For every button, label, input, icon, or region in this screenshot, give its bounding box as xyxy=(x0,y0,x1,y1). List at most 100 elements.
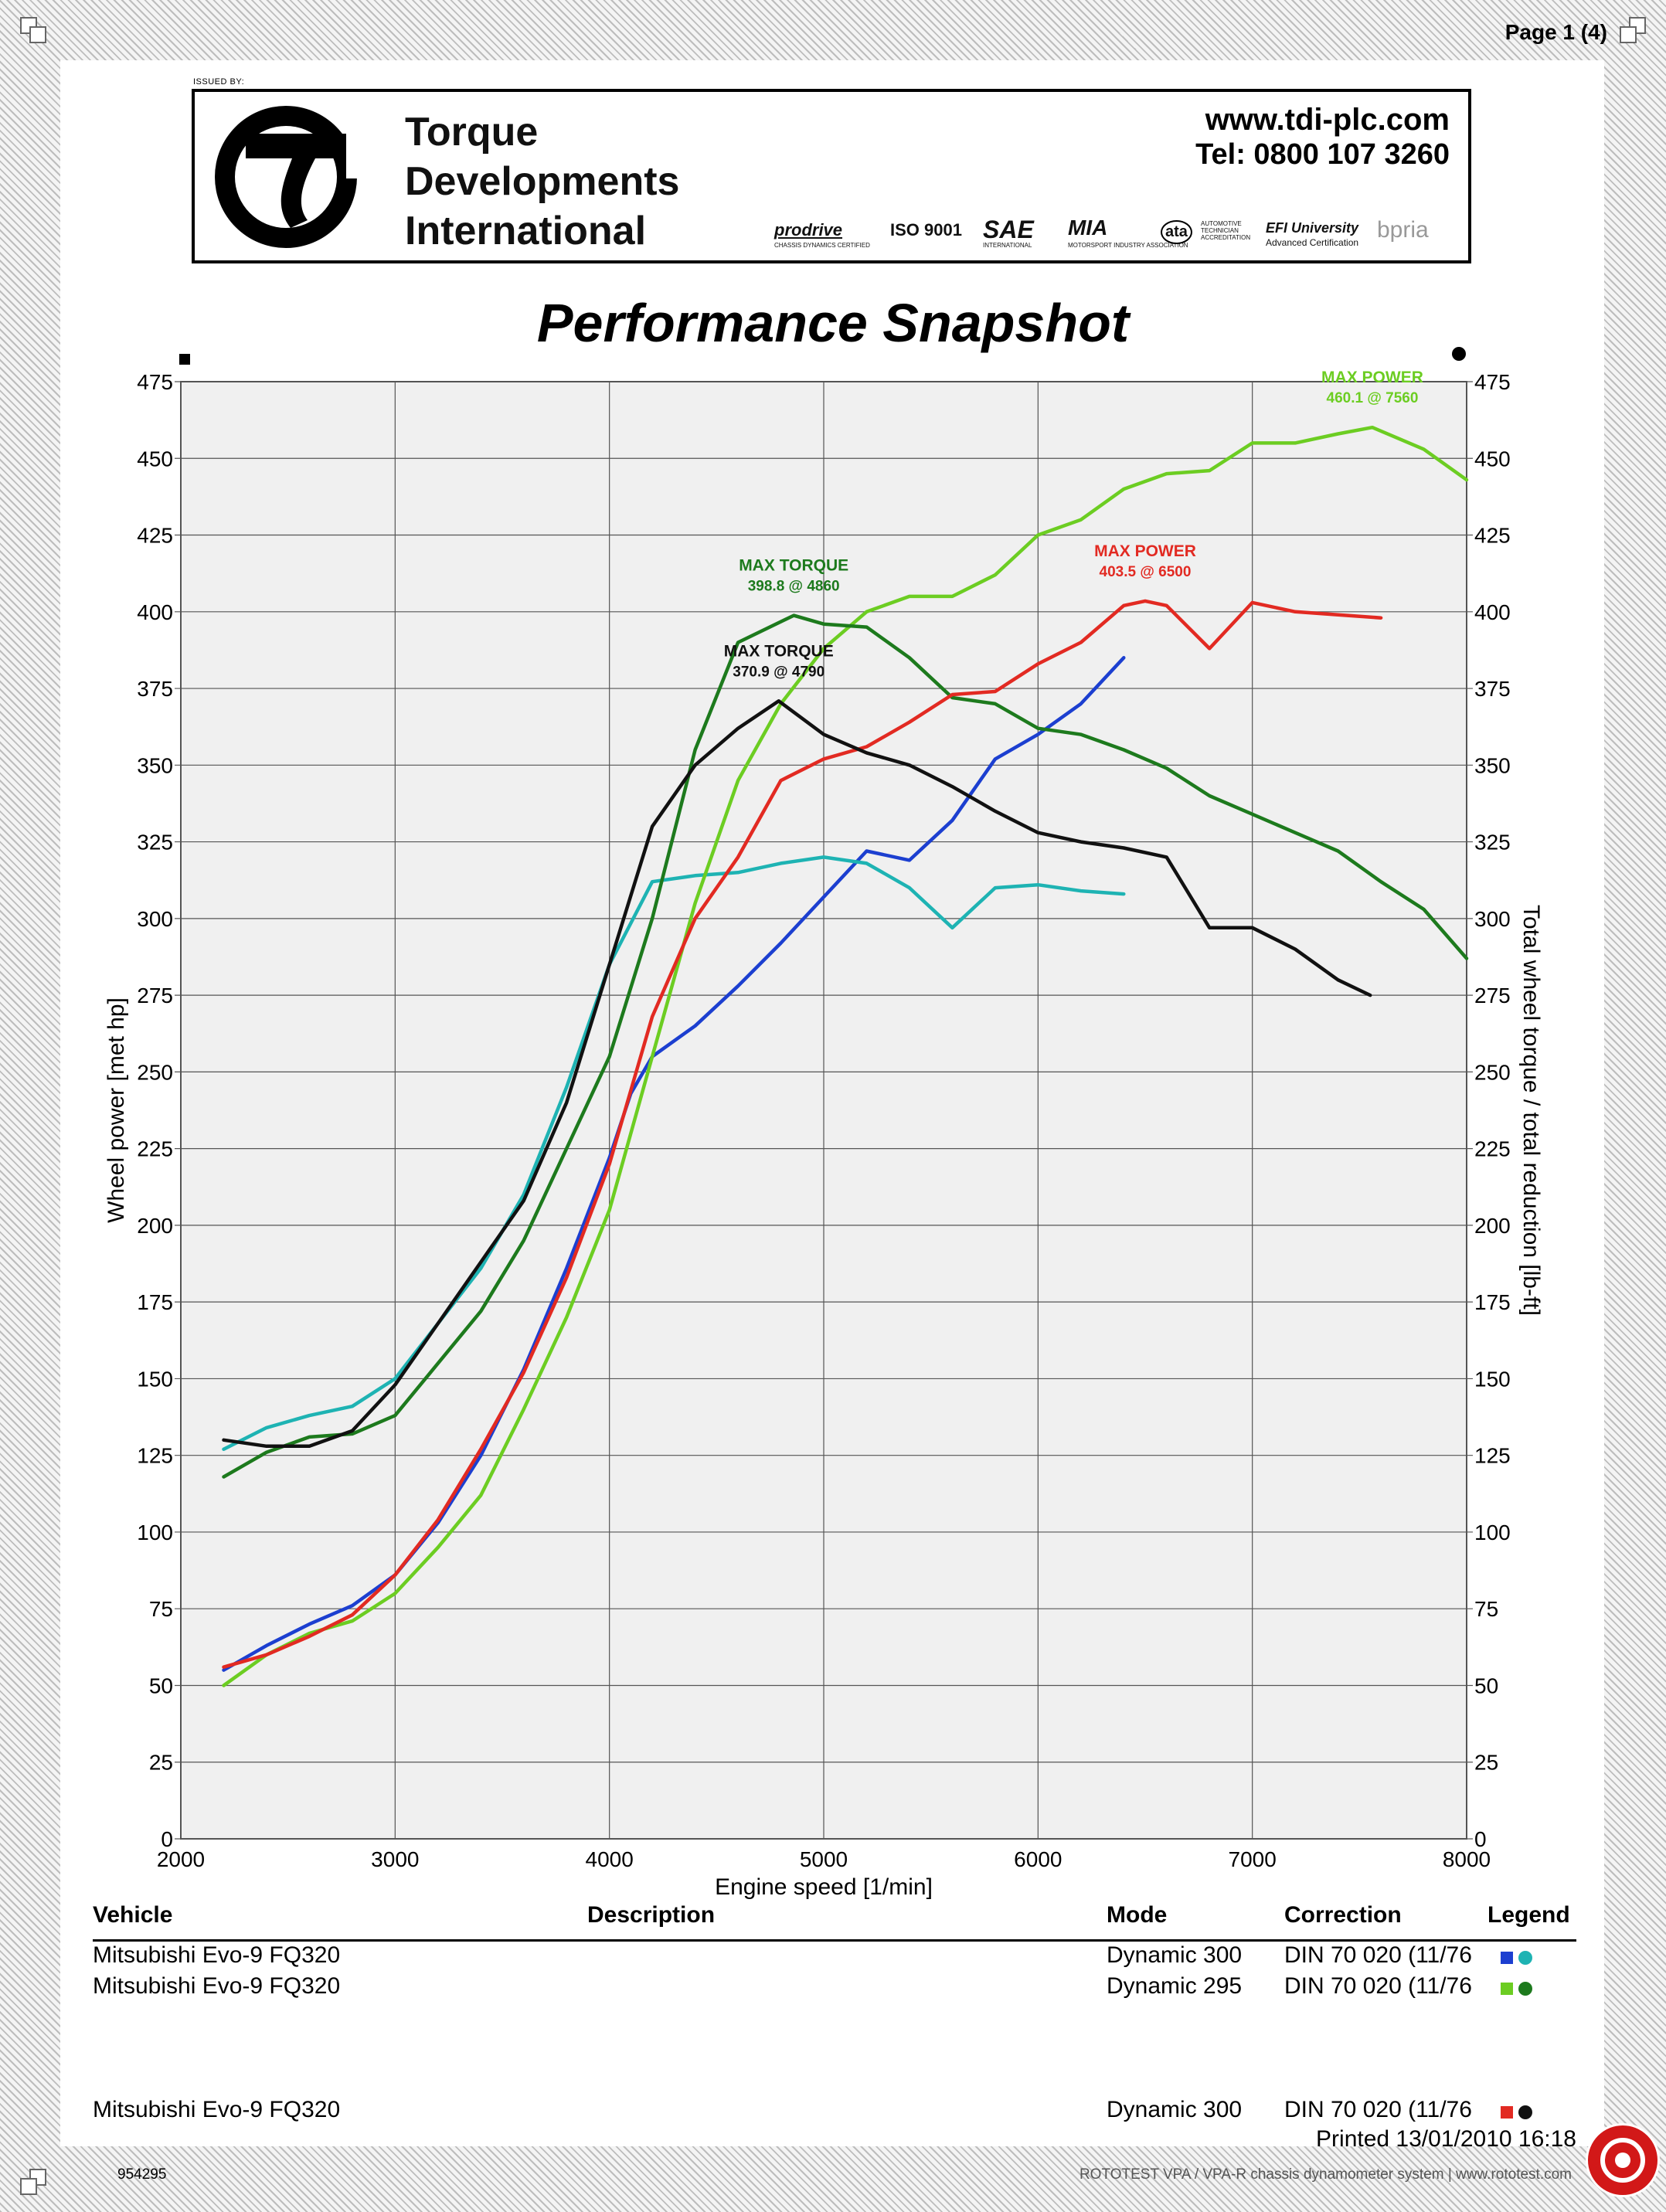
prodrive-caption: CHASSIS DYNAMICS CERTIFIED xyxy=(774,242,870,249)
serial-number: 954295 xyxy=(117,2166,167,2183)
row-2-vehicle: Mitsubishi Evo-9 FQ320 xyxy=(93,1973,341,1999)
footer-system-note: ROTOTEST VPA / VPA-R chassis dynamometer… xyxy=(1079,2166,1572,2183)
torque-axis-marker-icon xyxy=(1452,347,1466,361)
column-header-vehicle: Vehicle xyxy=(93,1902,173,1928)
y-tick-label-left: 75 xyxy=(149,1597,173,1621)
series-line-3-power xyxy=(222,425,1469,1687)
y-tick-label-right: 400 xyxy=(1474,600,1511,624)
x-tick-label: 3000 xyxy=(371,1847,419,1871)
y-tick-label-left: 325 xyxy=(137,831,173,855)
y-tick-label-left: 0 xyxy=(161,1827,173,1851)
y-tick-label-left: 300 xyxy=(137,907,173,931)
y-tick-label-left: 200 xyxy=(137,1214,173,1238)
x-tick-label: 5000 xyxy=(800,1847,848,1871)
y-tick-label-left: 375 xyxy=(137,677,173,701)
iso-logo: ISO 9001 xyxy=(890,220,962,240)
y-tick-label-left: 275 xyxy=(137,984,173,1007)
y-tick-label-right: 325 xyxy=(1474,831,1511,855)
row-2-correction: DIN 70 020 (11/76 xyxy=(1284,1973,1472,1999)
company-header: Torque Developments International www.td… xyxy=(192,89,1471,263)
series-line-4-torque xyxy=(222,613,1469,1479)
company-telephone: Tel: 0800 107 3260 xyxy=(1195,138,1450,171)
company-name: Torque Developments International xyxy=(405,110,680,253)
column-header-description: Description xyxy=(587,1902,716,1928)
y-tick-label-right: 150 xyxy=(1474,1367,1511,1391)
y-tick-label-left: 225 xyxy=(137,1137,173,1161)
annotation-1-line-1: MAX POWER xyxy=(1321,369,1423,386)
row-1-torque-swatch xyxy=(1518,1951,1532,1965)
series-line-5-power xyxy=(222,599,1383,1669)
ata-caption: AUTOMOTIVE TECHNICIAN ACCREDITATION xyxy=(1201,220,1251,241)
efi-logo: EFI University xyxy=(1266,220,1359,236)
row-3-torque-swatch xyxy=(1518,2105,1532,2119)
header-divider xyxy=(93,1939,1576,1942)
row-1-correction: DIN 70 020 (11/76 xyxy=(1284,1942,1472,1968)
page-number: Page 1 (4) xyxy=(1504,20,1607,44)
page-title: Performance Snapshot xyxy=(536,293,1130,353)
row-3-vehicle: Mitsubishi Evo-9 FQ320 xyxy=(93,2097,341,2122)
annotation-2-line-1: MAX POWER xyxy=(1094,542,1196,560)
ata-logo: ata xyxy=(1161,220,1192,244)
sae-logo: SAE xyxy=(983,216,1034,243)
x-tick-label: 2000 xyxy=(157,1847,205,1871)
y-tick-label-left: 450 xyxy=(137,447,173,471)
column-header-mode: Mode xyxy=(1107,1902,1168,1928)
row-1-vehicle: Mitsubishi Evo-9 FQ320 xyxy=(93,1942,341,1968)
row-2-torque-swatch xyxy=(1518,1982,1532,1996)
row-2-mode: Dynamic 295 xyxy=(1107,1973,1243,1999)
partner-logos: prodrive CHASSIS DYNAMICS CERTIFIED ISO … xyxy=(774,216,1447,254)
y-tick-label-right: 450 xyxy=(1474,447,1511,471)
y-tick-label-left: 175 xyxy=(137,1290,173,1314)
row-3-correction: DIN 70 020 (11/76 xyxy=(1284,2097,1472,2122)
y-tick-label-right: 75 xyxy=(1474,1597,1498,1621)
y-tick-label-right: 225 xyxy=(1474,1137,1511,1161)
y-tick-label-left: 250 xyxy=(137,1060,173,1084)
y-tick-label-right: 0 xyxy=(1474,1827,1487,1851)
sae-caption: INTERNATIONAL xyxy=(983,242,1032,249)
bpria-logo: bpria xyxy=(1377,217,1429,243)
annotation-4-line-2: 370.9 @ 4790 xyxy=(733,664,824,680)
y-tick-label-right: 300 xyxy=(1474,907,1511,931)
x-tick-label: 7000 xyxy=(1229,1847,1277,1871)
column-header-correction: Correction xyxy=(1284,1902,1402,1928)
y-tick-label-right: 425 xyxy=(1474,524,1511,548)
y-tick-label-left: 25 xyxy=(149,1751,173,1775)
y-tick-label-left: 50 xyxy=(149,1673,173,1697)
efi-caption: Advanced Certification xyxy=(1266,237,1359,248)
series-line-2-torque xyxy=(222,855,1126,1451)
power-axis-marker-icon xyxy=(179,354,190,365)
y-axis-label-left: Wheel power [met hp] xyxy=(104,997,129,1223)
y-axis-label-right: Total wheel torque / total reduction [lb… xyxy=(1518,905,1544,1316)
row-3-power-swatch xyxy=(1501,2106,1513,2119)
y-tick-label-right: 250 xyxy=(1474,1060,1511,1084)
y-tick-label-right: 475 xyxy=(1474,370,1511,394)
row-2-power-swatch xyxy=(1501,1983,1513,1995)
printed-timestamp: Printed 13/01/2010 16:18 xyxy=(1316,2126,1576,2152)
corner-marker-icon xyxy=(1620,17,1646,43)
column-header-legend: Legend xyxy=(1488,1902,1570,1928)
annotation-1-line-2: 460.1 @ 7560 xyxy=(1327,390,1419,406)
y-tick-label-left: 125 xyxy=(137,1444,173,1468)
y-tick-label-right: 350 xyxy=(1474,753,1511,777)
y-tick-label-right: 25 xyxy=(1474,1751,1498,1775)
y-tick-label-left: 350 xyxy=(137,753,173,777)
annotation-3-line-1: MAX TORQUE xyxy=(739,557,848,575)
corner-marker-icon xyxy=(20,17,46,43)
series-line-6-torque xyxy=(222,699,1372,1449)
y-tick-label-left: 475 xyxy=(137,370,173,394)
tdi-logo-icon xyxy=(215,106,374,248)
mia-caption: MOTORSPORT INDUSTRY ASSOCIATION xyxy=(1068,242,1188,249)
y-tick-label-left: 425 xyxy=(137,524,173,548)
company-website: www.tdi-plc.com xyxy=(1205,103,1450,137)
x-tick-label: 4000 xyxy=(586,1847,634,1871)
x-tick-label: 6000 xyxy=(1014,1847,1062,1871)
x-tick-label: 8000 xyxy=(1443,1847,1491,1871)
y-tick-label-right: 275 xyxy=(1474,984,1511,1007)
y-tick-label-right: 375 xyxy=(1474,677,1511,701)
row-1-power-swatch xyxy=(1501,1952,1513,1964)
x-axis-label: Engine speed [1/min] xyxy=(715,1874,933,1900)
annotation-2-line-2: 403.5 @ 6500 xyxy=(1100,564,1192,580)
y-tick-label-right: 175 xyxy=(1474,1290,1511,1314)
y-tick-label-right: 50 xyxy=(1474,1673,1498,1697)
